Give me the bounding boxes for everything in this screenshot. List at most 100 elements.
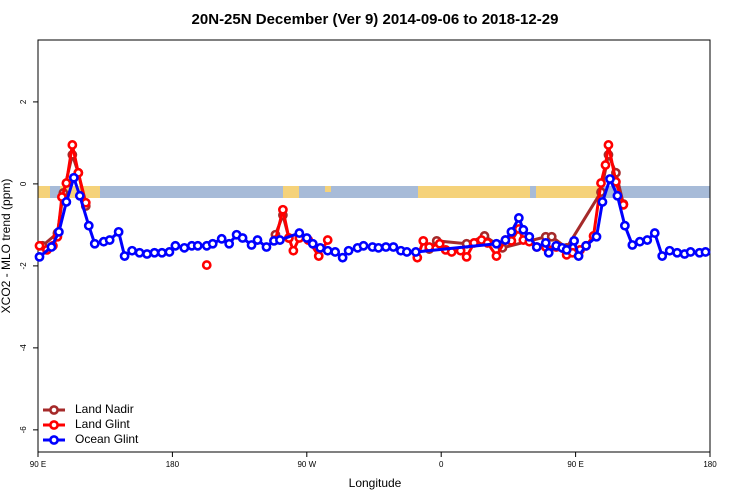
data-point — [591, 231, 602, 242]
data-point — [540, 238, 551, 248]
data-point — [546, 231, 557, 242]
legend-marker — [49, 435, 59, 445]
data-point — [313, 251, 324, 261]
y-tick-label: 2 — [19, 99, 28, 104]
data-point — [149, 247, 160, 258]
chart-title: 20N-25N December (Ver 9) 2014-09-06 to 2… — [192, 11, 559, 28]
data-point — [142, 249, 152, 259]
data-point — [216, 233, 227, 244]
data-point — [596, 178, 606, 188]
data-point — [157, 247, 167, 258]
data-point — [301, 233, 312, 243]
map-strip — [38, 186, 710, 198]
data-point — [61, 197, 72, 207]
data-point — [634, 236, 645, 247]
ocean-strip — [38, 186, 710, 198]
data-point — [612, 190, 623, 201]
data-point — [34, 251, 45, 262]
data-point — [603, 140, 614, 150]
data-point — [278, 204, 288, 215]
land-patch — [536, 186, 600, 198]
y-axis-label: XCO2 - MLO trend (ppm) — [0, 179, 13, 314]
data-point — [491, 238, 502, 249]
data-point — [74, 190, 85, 201]
data-point — [373, 242, 384, 253]
data-point — [61, 178, 72, 188]
data-point — [401, 247, 412, 257]
data-point — [619, 220, 630, 231]
data-point — [627, 240, 638, 250]
data-point — [561, 244, 572, 255]
x-tick-label: 90 E — [567, 460, 583, 469]
data-point — [134, 247, 145, 258]
data-point — [68, 172, 79, 183]
x-tick-label: 180 — [703, 460, 717, 469]
data-point — [491, 251, 502, 261]
data-point — [531, 242, 542, 252]
data-point — [83, 220, 94, 231]
data-point — [201, 260, 212, 270]
data-point — [67, 140, 78, 150]
land-patch — [325, 186, 331, 192]
plot-layer: 90 E 180 90 W 0 90 E 180 2 0 -2 -4 -6 Land NadirLan… — [19, 99, 717, 469]
data-point — [569, 235, 580, 246]
data-point — [322, 235, 333, 245]
data-point — [119, 251, 130, 261]
data-point — [315, 242, 326, 253]
data-point — [500, 235, 511, 245]
data-point — [192, 240, 203, 251]
data-point — [207, 238, 218, 249]
data-point — [642, 235, 653, 245]
data-point — [600, 160, 611, 170]
data-point — [672, 247, 683, 258]
legend-marker — [49, 405, 59, 415]
data-point — [104, 235, 115, 245]
data-point — [657, 251, 668, 261]
data-point — [434, 238, 445, 249]
data-point — [524, 231, 535, 242]
data-point — [170, 240, 181, 251]
data-point — [34, 240, 45, 251]
data-point — [113, 226, 124, 237]
data-point — [307, 238, 318, 249]
x-tick-label: 0 — [439, 460, 444, 469]
x-tick-label: 90 W — [297, 460, 316, 469]
data-point — [261, 242, 272, 252]
data-point — [330, 247, 341, 257]
data-point — [337, 252, 348, 263]
data-point — [358, 240, 369, 251]
data-point — [573, 251, 584, 261]
data-point — [410, 247, 421, 257]
data-point — [294, 228, 305, 238]
x-tick-label: 180 — [166, 460, 180, 469]
data-point — [288, 245, 299, 256]
data-point — [513, 213, 524, 223]
land-patch — [38, 186, 50, 198]
data-point — [700, 247, 711, 257]
data-point — [381, 242, 391, 252]
data-point — [597, 197, 608, 207]
data-point — [322, 245, 333, 256]
data-point — [127, 245, 137, 256]
y-tick-label: -2 — [19, 262, 28, 270]
data-point — [275, 235, 285, 245]
data-point — [685, 247, 696, 257]
data-point — [54, 226, 64, 237]
y-tick-label: -6 — [19, 426, 28, 434]
data-point — [164, 247, 175, 257]
x-tick-label: 90 E — [30, 460, 46, 469]
land-patch — [418, 186, 530, 198]
data-point — [343, 245, 354, 256]
data-point — [89, 238, 100, 249]
data-point — [418, 235, 429, 246]
land-patch — [283, 186, 299, 198]
y-tick-label: 0 — [19, 181, 28, 186]
data-point — [252, 235, 263, 245]
data-point — [506, 226, 517, 237]
data-point — [461, 251, 472, 262]
data-point — [543, 247, 554, 258]
data-point — [224, 238, 235, 249]
data-point — [388, 242, 399, 252]
